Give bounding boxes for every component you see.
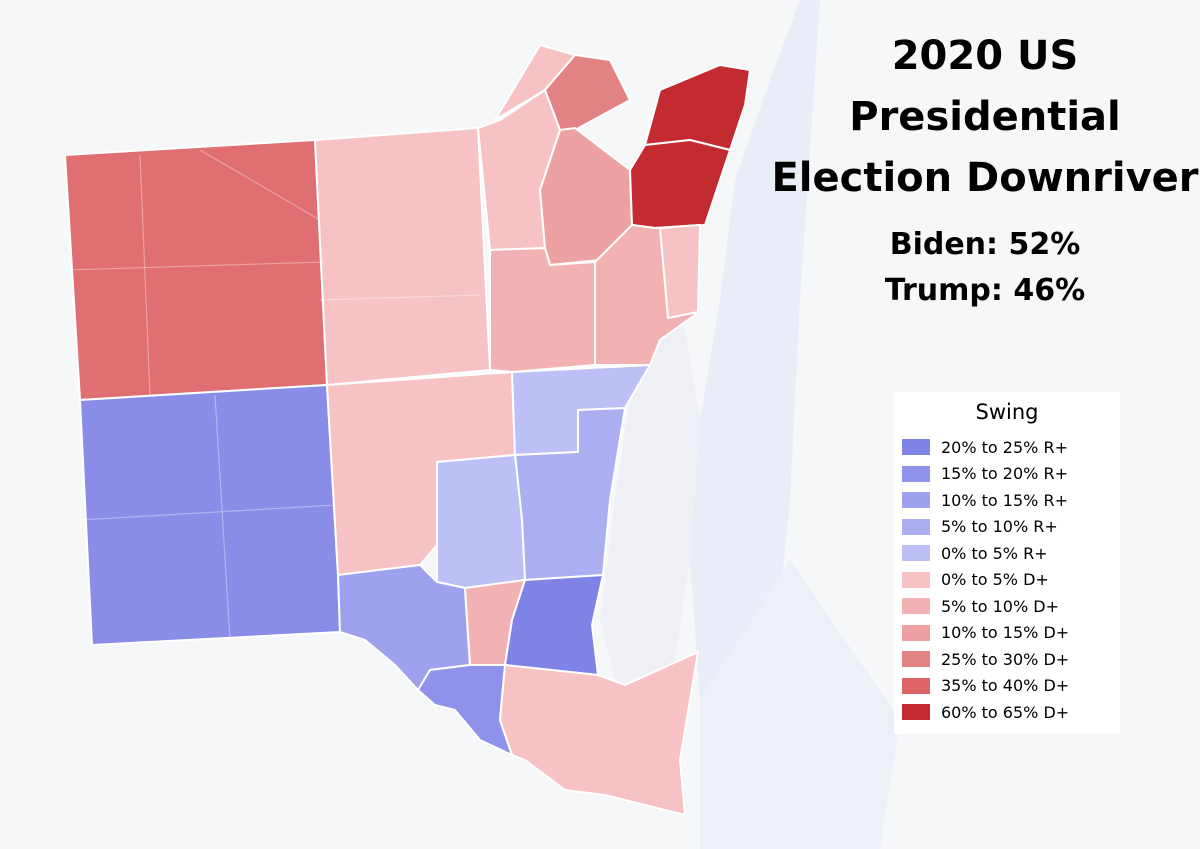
road-line <box>214 394 231 641</box>
legend-swatch <box>902 677 930 694</box>
legend-item: 10% to 15% D+ <box>902 620 1112 647</box>
map-title: 2020 US Presidential Election Downriver <box>770 26 1200 209</box>
region-ecorse[interactable] <box>629 139 731 229</box>
detroit-river <box>690 0 820 849</box>
region-southgate[interactable] <box>489 247 596 373</box>
region-taylor[interactable] <box>314 127 491 386</box>
legend-label: 0% to 5% R+ <box>941 543 1048 563</box>
legend-label: 5% to 10% D+ <box>941 596 1059 616</box>
biden-result: Biden: 52% <box>889 227 1081 262</box>
legend-item: 5% to 10% D+ <box>902 593 1112 620</box>
region-river-rouge[interactable] <box>644 64 751 151</box>
legend-item: 25% to 30% D+ <box>902 646 1112 673</box>
results-summary: Biden: 52% Trump: 46% <box>840 222 1130 314</box>
region-romulus[interactable] <box>64 139 328 401</box>
legend-items: 20% to 25% R+ 15% to 20% R+ 10% to 15% R+ 5… <box>902 434 1112 726</box>
legend-label: 10% to 15% D+ <box>941 623 1070 643</box>
legend-swatch <box>902 439 930 456</box>
basemap <box>600 0 900 849</box>
legend-item: 5% to 10% R+ <box>902 514 1112 541</box>
legend-swatch <box>902 571 930 588</box>
grosse-ile <box>600 300 700 700</box>
road-line <box>199 149 321 221</box>
legend-label: 20% to 25% R+ <box>941 437 1068 457</box>
legend-item: 10% to 15% R+ <box>902 487 1112 514</box>
legend-item: 15% to 20% R+ <box>902 461 1112 488</box>
legend-swatch <box>902 704 930 721</box>
legend-swatch <box>902 598 930 615</box>
legend-swatch <box>902 545 930 562</box>
legend-swatch <box>902 518 930 535</box>
legend-item: 35% to 40% D+ <box>902 673 1112 700</box>
legend-item: 0% to 5% D+ <box>902 567 1112 594</box>
trump-result: Trump: 46% <box>884 273 1086 308</box>
region-berlin-township[interactable] <box>499 651 699 816</box>
road-line <box>79 504 337 521</box>
legend-title: Swing <box>975 400 1039 424</box>
legend-swatch <box>902 465 930 482</box>
legend-item: 60% to 65% D+ <box>902 699 1112 726</box>
title-line-3: Election Downriver <box>771 155 1199 201</box>
swing-legend: Swing 20% to 25% R+ 15% to 20% R+ 10% to 1… <box>894 392 1120 734</box>
roads <box>64 149 481 641</box>
region-south-township[interactable] <box>417 664 513 756</box>
legend-label: 10% to 15% R+ <box>941 490 1068 510</box>
legend-label: 25% to 30% D+ <box>941 649 1070 669</box>
legend-label: 60% to 65% D+ <box>941 702 1070 722</box>
lower-river <box>700 560 900 849</box>
region-huron-township[interactable] <box>79 384 341 646</box>
legend-label: 15% to 20% R+ <box>941 464 1068 484</box>
legend-swatch <box>902 651 930 668</box>
region-woodhaven[interactable] <box>436 454 526 589</box>
legend-label: 5% to 10% R+ <box>941 517 1058 537</box>
region-wyandotte-shore[interactable] <box>659 224 701 319</box>
legend-item: 0% to 5% R+ <box>902 540 1112 567</box>
legend-item: 20% to 25% R+ <box>902 434 1112 461</box>
municipalities <box>64 44 751 816</box>
legend-label: 35% to 40% D+ <box>941 676 1070 696</box>
legend-label: 0% to 5% D+ <box>941 570 1049 590</box>
title-line-1: 2020 US <box>891 33 1079 79</box>
legend-swatch <box>902 624 930 641</box>
road-line <box>319 294 481 301</box>
legend-swatch <box>902 492 930 509</box>
road-line <box>64 261 326 271</box>
title-line-2: Presidential <box>849 94 1121 140</box>
road-line <box>139 154 151 396</box>
